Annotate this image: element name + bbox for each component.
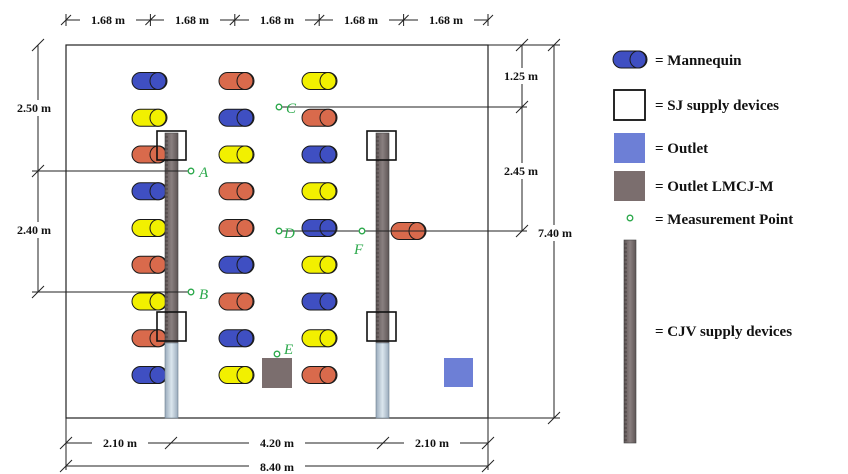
mannequin xyxy=(301,292,338,311)
legend-measurement-icon xyxy=(626,214,634,222)
mannequin xyxy=(218,145,255,164)
outlet xyxy=(444,358,473,387)
measurement-point-b xyxy=(187,288,195,296)
dim-right-top: 1.25 m xyxy=(504,69,538,83)
mannequin xyxy=(131,108,168,127)
point-label-e: E xyxy=(283,342,293,358)
mannequin xyxy=(301,182,338,201)
point-label-c: C xyxy=(286,101,297,117)
point-label-f: F xyxy=(353,242,364,258)
dimension-bottom: 2.10 m 4.20 m 2.10 m 8.40 m xyxy=(59,418,495,474)
mannequin xyxy=(301,366,338,384)
mannequin xyxy=(218,255,255,274)
mannequin xyxy=(131,219,168,237)
mannequin xyxy=(131,329,168,348)
mannequin xyxy=(301,108,338,127)
dim-right-total: 7.40 m xyxy=(538,226,572,240)
legend-measurement-label: = Measurement Point xyxy=(655,212,793,228)
legend-outlet-label: = Outlet xyxy=(655,141,708,157)
mannequin xyxy=(218,108,255,127)
sj-supply-device-left-bottom xyxy=(156,311,187,342)
point-label-b: B xyxy=(199,287,208,303)
dim-top-1: 1.68 m xyxy=(91,13,125,27)
mannequin xyxy=(218,292,255,311)
mannequin xyxy=(301,72,338,90)
legend-outlet-lmcj-label: = Outlet LMCJ-M xyxy=(655,179,774,195)
dim-bottom-right: 2.10 m xyxy=(415,436,449,450)
dimension-left: 2.50 m 2.40 m xyxy=(8,38,60,299)
mannequin xyxy=(131,255,168,274)
point-label-a: A xyxy=(198,165,209,181)
dim-left-mid: 2.40 m xyxy=(17,223,51,237)
mannequin xyxy=(218,366,255,384)
mannequin xyxy=(131,292,168,311)
measurement-lines xyxy=(32,106,527,293)
dim-bottom-left: 2.10 m xyxy=(103,436,137,450)
mannequin xyxy=(218,182,255,201)
dimension-right: 1.25 m 2.45 m 7.40 m xyxy=(488,38,580,425)
point-label-d: D xyxy=(283,226,295,242)
mannequin xyxy=(301,145,338,164)
sj-supply-device-left-top xyxy=(156,130,187,161)
dim-top-4: 1.68 m xyxy=(344,13,378,27)
dim-bottom-total: 8.40 m xyxy=(260,460,294,474)
cjv-supply-device-right xyxy=(375,132,390,419)
mannequin xyxy=(301,255,338,274)
legend-cjv-icon xyxy=(623,239,637,444)
legend-sj-label: = SJ supply devices xyxy=(655,98,779,114)
measurement-point-a xyxy=(187,167,195,175)
legend: = Mannequin = SJ supply devices = Outlet… xyxy=(612,50,793,444)
measurement-point-c xyxy=(275,103,283,111)
legend-mannequin-label: = Mannequin xyxy=(655,53,742,69)
legend-cjv-label: = CJV supply devices xyxy=(655,324,792,340)
measurement-point-e xyxy=(273,350,281,358)
legend-outlet-icon xyxy=(614,133,645,163)
mannequin xyxy=(301,219,338,237)
legend-sj-icon xyxy=(613,89,646,121)
legend-mannequin-icon xyxy=(612,50,648,69)
mannequin xyxy=(218,219,255,237)
dim-top-3: 1.68 m xyxy=(260,13,294,27)
dim-top-2: 1.68 m xyxy=(175,13,209,27)
sj-supply-device-right-top xyxy=(366,130,397,161)
mannequin xyxy=(218,72,255,90)
sj-supply-device-right-bottom xyxy=(366,311,397,342)
mannequin xyxy=(131,72,168,90)
mannequin xyxy=(131,182,168,201)
measurement-point-d xyxy=(275,227,283,235)
dim-right-mid: 2.45 m xyxy=(504,164,538,178)
mannequin xyxy=(301,329,338,348)
measurement-points xyxy=(187,103,366,358)
dim-left-top: 2.50 m xyxy=(17,101,51,115)
legend-outlet-lmcj-icon xyxy=(614,171,645,201)
dim-bottom-mid: 4.20 m xyxy=(260,436,294,450)
mannequin xyxy=(131,145,168,164)
measurement-point-f xyxy=(358,227,366,235)
cjv-supply-device-left xyxy=(164,132,179,419)
dim-top-5: 1.68 m xyxy=(429,13,463,27)
mannequin xyxy=(131,366,168,384)
mannequin-grid xyxy=(131,72,427,384)
mannequin xyxy=(218,329,255,348)
dimension-top: 1.68 m 1.68 m 1.68 m 1.68 m 1.68 m xyxy=(60,11,494,27)
outlet-lmcj-m xyxy=(262,358,292,388)
